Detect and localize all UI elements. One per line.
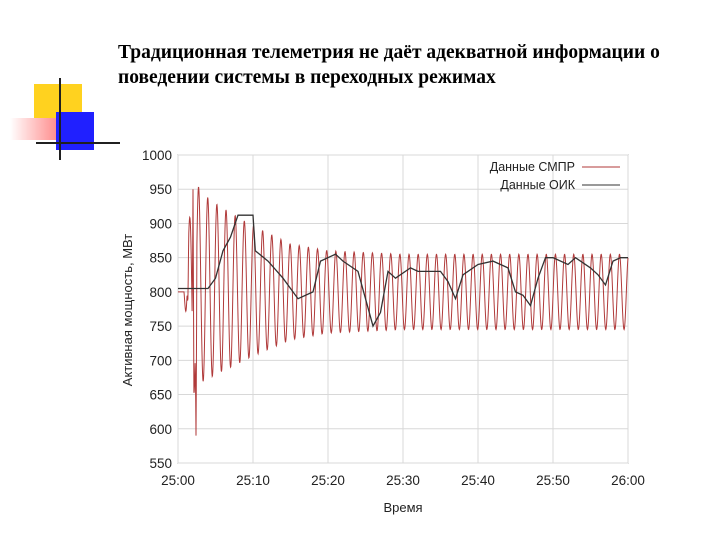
x-tick-labels: 25:00 25:10 25:20 25:30 25:40 25:50 26:00 [161, 473, 645, 488]
x-tick-label: 25:40 [461, 473, 495, 488]
series-layer [178, 186, 629, 436]
y-tick-label: 550 [149, 456, 172, 471]
x-axis-label: Время [383, 500, 422, 515]
x-tick-label: 25:00 [161, 473, 195, 488]
slide-title: Традиционная телеметрия не даёт адекватн… [118, 42, 660, 88]
y-tick-labels: 550 600 650 700 750 800 850 900 950 1000 [142, 148, 172, 471]
series-line-smpr [178, 186, 629, 436]
x-tick-label: 25:20 [311, 473, 345, 488]
legend: Данные СМПР Данные ОИК [490, 160, 620, 192]
y-tick-label: 600 [149, 422, 172, 437]
series-line-oik [178, 214, 628, 328]
y-tick-label: 850 [149, 251, 172, 266]
y-tick-label: 650 [149, 388, 172, 403]
deco-horizontal-line [36, 142, 120, 144]
legend-label-smpr: Данные СМПР [490, 160, 575, 174]
deco-vertical-line [59, 78, 61, 160]
y-axis-label: Активная мощность, МВт [120, 234, 135, 386]
y-tick-label: 900 [149, 216, 172, 231]
x-tick-label: 26:00 [611, 473, 645, 488]
y-tick-label: 700 [149, 353, 172, 368]
x-tick-label: 25:30 [386, 473, 420, 488]
x-tick-label: 25:10 [236, 473, 270, 488]
y-tick-label: 750 [149, 319, 172, 334]
x-tick-label: 25:50 [536, 473, 570, 488]
y-tick-label: 950 [149, 182, 172, 197]
legend-label-oik: Данные ОИК [500, 178, 575, 192]
y-tick-label: 800 [149, 285, 172, 300]
y-tick-label: 1000 [142, 148, 172, 163]
